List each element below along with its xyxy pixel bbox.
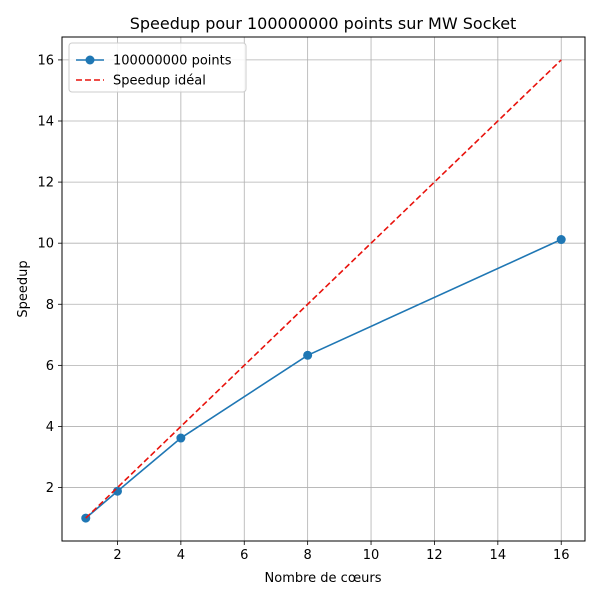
y-tick-label: 2 xyxy=(46,481,54,496)
legend-label: Speedup idéal xyxy=(113,74,206,89)
y-axis: 2 4 6 8 10 12 14 16 xyxy=(37,53,62,496)
y-axis-label: Speedup xyxy=(16,260,31,317)
x-tick-label: 4 xyxy=(177,548,185,563)
data-point xyxy=(556,235,566,245)
grid xyxy=(62,37,585,541)
x-tick-label: 8 xyxy=(304,548,312,563)
legend-label: 100000000 points xyxy=(113,54,232,69)
y-tick-label: 12 xyxy=(37,176,54,191)
y-tick-label: 8 xyxy=(46,298,54,313)
y-tick-label: 16 xyxy=(37,53,54,68)
x-tick-label: 2 xyxy=(113,548,121,563)
series-layer xyxy=(81,59,566,523)
x-tick-label: 16 xyxy=(553,548,570,563)
x-tick-label: 12 xyxy=(426,548,443,563)
chart-title: Speedup pour 100000000 points sur MW Soc… xyxy=(130,14,517,33)
legend-box xyxy=(68,42,247,93)
measured-speedup-line xyxy=(85,238,562,519)
y-tick-label: 6 xyxy=(46,359,54,374)
y-tick-label: 14 xyxy=(37,115,54,130)
x-tick-label: 6 xyxy=(240,548,248,563)
x-tick-label: 14 xyxy=(490,548,507,563)
ideal-speedup-line xyxy=(85,59,562,519)
y-tick-label: 10 xyxy=(37,237,54,252)
plot-frame xyxy=(61,36,586,542)
data-point xyxy=(176,433,186,443)
y-tick-label: 4 xyxy=(46,420,54,435)
legend-marker xyxy=(85,55,95,65)
x-tick-label: 10 xyxy=(363,548,380,563)
legend: 100000000 points Speedup idéal xyxy=(68,42,247,93)
x-axis-label: Nombre de cœurs xyxy=(265,571,382,586)
data-point xyxy=(303,350,313,360)
x-axis: 2 4 6 8 10 12 14 16 xyxy=(113,541,570,563)
